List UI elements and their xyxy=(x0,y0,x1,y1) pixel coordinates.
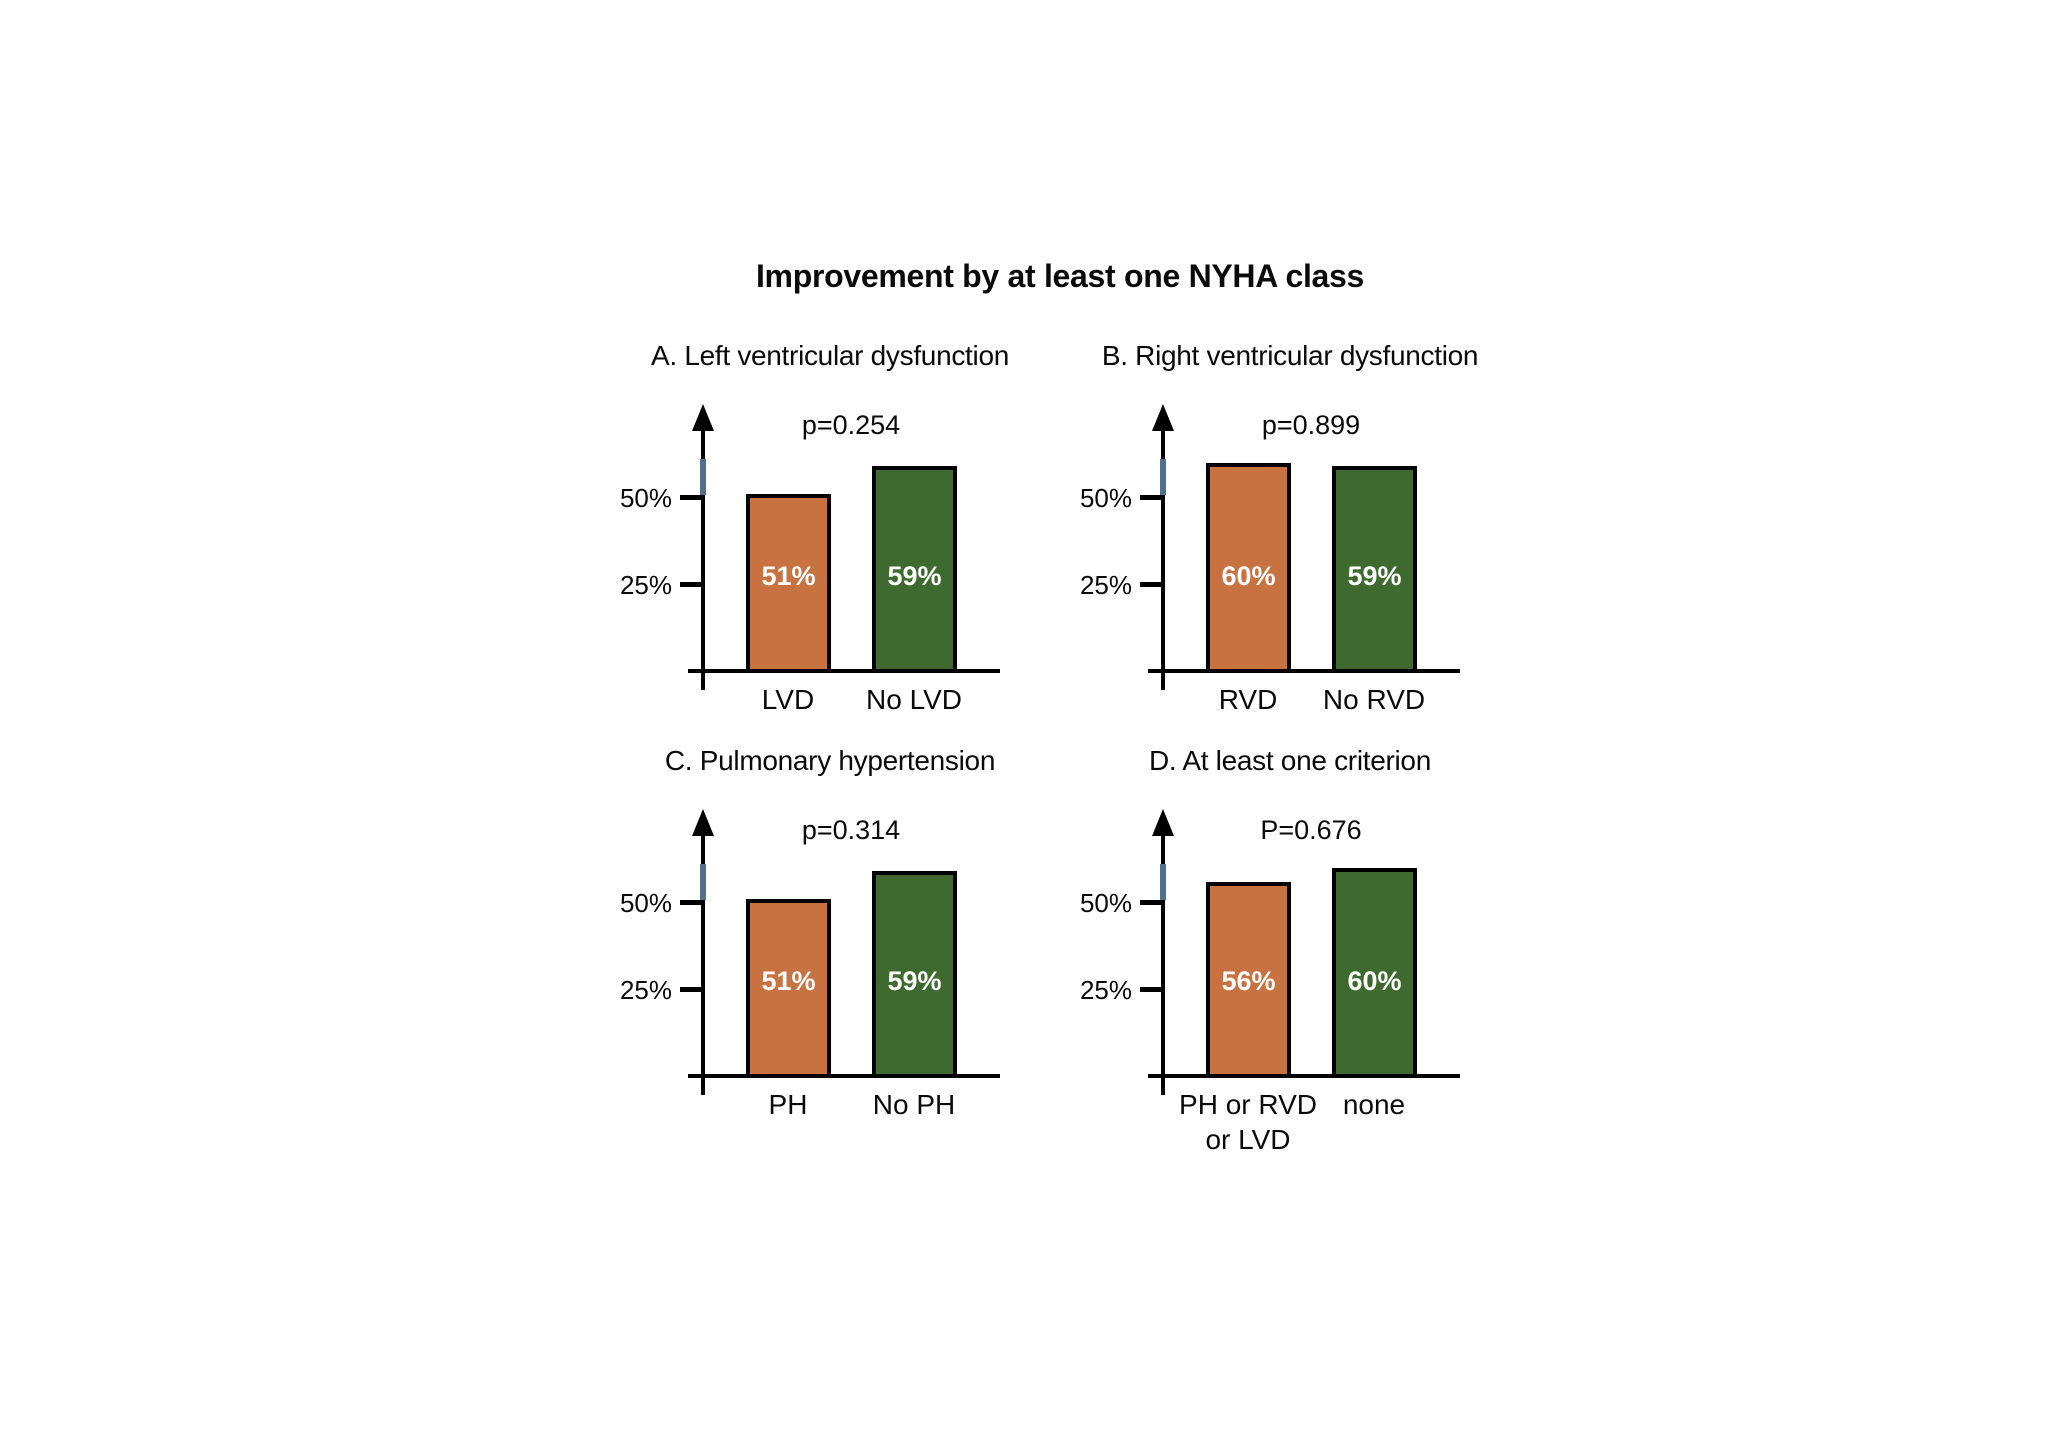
x-axis xyxy=(1148,1074,1460,1078)
y-tick-50 xyxy=(1140,900,1164,905)
y-axis-arrow-icon xyxy=(692,809,714,836)
y-tick-label-25: 25% xyxy=(619,570,672,600)
y-tick-25 xyxy=(1140,987,1164,992)
panel-b-p-value: p=0.899 xyxy=(1261,410,1361,440)
y-tick-label-50: 50% xyxy=(1079,483,1132,513)
bar-value-label: 60% xyxy=(1221,561,1276,591)
category-label-ph: PH xyxy=(768,1089,808,1120)
category-label-rvd: RVD xyxy=(1218,684,1278,715)
panel-d-chart: P=0.676 50% 25% 56% 60% PH or RVD or LVD… xyxy=(1060,805,1520,1155)
category-label-none: none xyxy=(1342,1089,1406,1120)
y-tick-50 xyxy=(680,900,704,905)
y-tick-25 xyxy=(680,987,704,992)
y-tick-label-50: 50% xyxy=(619,483,672,513)
bar-value-label: 60% xyxy=(1347,966,1402,996)
category-label-no-ph: No PH xyxy=(872,1089,956,1120)
panel-c: C. Pulmonary hypertension p=0.314 50% 25… xyxy=(600,740,1060,1200)
bar-no-rvd: 59% xyxy=(1332,466,1417,673)
y-tick-label-50: 50% xyxy=(619,888,672,918)
bar-ph: 51% xyxy=(746,899,831,1078)
panel-c-title: C. Pulmonary hypertension xyxy=(664,745,996,776)
bar-value-label: 56% xyxy=(1221,966,1276,996)
axis-highlight-segment xyxy=(700,864,706,900)
panel-b: B. Right ventricular dysfunction p=0.899… xyxy=(1060,335,1520,795)
category-label-no-rvd: No RVD xyxy=(1322,684,1426,715)
category-label-no-lvd: No LVD xyxy=(866,684,962,715)
panel-a-title: A. Left ventricular dysfunction xyxy=(651,340,1009,371)
y-axis xyxy=(701,428,705,690)
y-tick-label-25: 25% xyxy=(1079,975,1132,1005)
panel-a: A. Left ventricular dysfunction p=0.254 … xyxy=(600,335,1060,795)
axis-highlight-segment xyxy=(700,459,706,495)
y-axis-arrow-icon xyxy=(692,404,714,431)
panel-a-chart: p=0.254 50% 25% 51% 59% LVD No LVD xyxy=(600,400,1060,740)
bar-value-label: 59% xyxy=(887,561,942,591)
bar-no-lvd: 59% xyxy=(872,466,957,673)
bar-value-label: 51% xyxy=(761,966,816,996)
y-tick-25 xyxy=(1140,582,1164,587)
bar-value-label: 59% xyxy=(887,966,942,996)
bar-rvd: 60% xyxy=(1206,463,1291,673)
panel-d-p-value: P=0.676 xyxy=(1260,815,1362,845)
category-label-lvd: LVD xyxy=(761,684,815,715)
bar-no-ph: 59% xyxy=(872,871,957,1078)
y-tick-25 xyxy=(680,582,704,587)
x-axis xyxy=(688,669,1000,673)
bar-value-label: 51% xyxy=(761,561,816,591)
y-tick-50 xyxy=(680,495,704,500)
bar-value-label: 59% xyxy=(1347,561,1402,591)
bar-none: 60% xyxy=(1332,868,1417,1078)
x-axis xyxy=(1148,669,1460,673)
panel-c-chart: p=0.314 50% 25% 51% 59% PH No PH xyxy=(600,805,1060,1145)
panel-d-title: D. At least one criterion xyxy=(1149,745,1431,776)
panel-d: D. At least one criterion P=0.676 50% 25… xyxy=(1060,740,1520,1200)
panel-b-chart: p=0.899 50% 25% 60% 59% RVD No RVD xyxy=(1060,400,1520,740)
y-axis-arrow-icon xyxy=(1152,809,1174,836)
axis-highlight-segment xyxy=(1160,459,1166,495)
bar-ph-or-rvd-or-lvd: 56% xyxy=(1206,882,1291,1078)
y-axis xyxy=(1161,428,1165,690)
panel-c-p-value: p=0.314 xyxy=(801,815,901,845)
x-axis xyxy=(688,1074,1000,1078)
y-tick-label-50: 50% xyxy=(1079,888,1132,918)
category-label-ph-or-rvd-or-lvd: PH or RVD or LVD xyxy=(1179,1089,1317,1155)
axis-highlight-segment xyxy=(1160,864,1166,900)
bar-lvd: 51% xyxy=(746,494,831,673)
panel-a-p-value: p=0.254 xyxy=(801,410,901,440)
y-axis-arrow-icon xyxy=(1152,404,1174,431)
y-tick-label-25: 25% xyxy=(1079,570,1132,600)
y-tick-50 xyxy=(1140,495,1164,500)
figure-title: Improvement by at least one NYHA class xyxy=(755,258,1365,294)
y-axis xyxy=(701,833,705,1095)
y-tick-label-25: 25% xyxy=(619,975,672,1005)
y-axis xyxy=(1161,833,1165,1095)
panel-b-title: B. Right ventricular dysfunction xyxy=(1101,340,1479,371)
